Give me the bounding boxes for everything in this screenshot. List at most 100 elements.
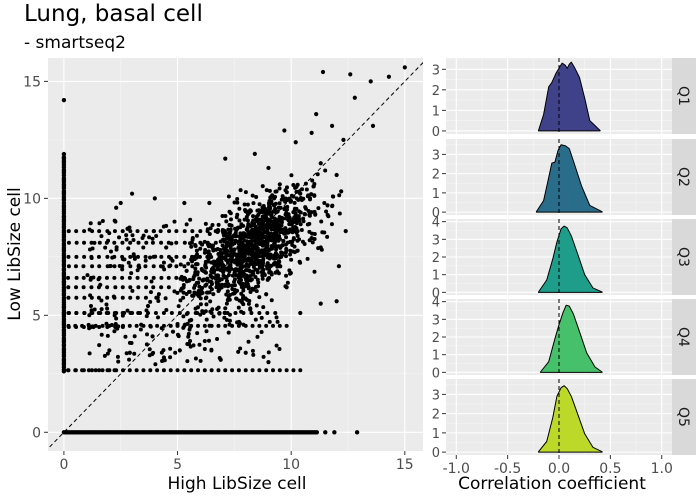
scatter-point — [99, 234, 104, 239]
scatter-x-tick-label: 5 — [173, 457, 182, 473]
scatter-point — [289, 257, 294, 262]
scatter-point-band — [190, 264, 195, 269]
scatter-point — [85, 273, 90, 278]
scatter-point — [289, 193, 294, 198]
scatter-point-band — [198, 229, 203, 234]
scatter-point — [239, 266, 244, 271]
scatter-point-band — [107, 368, 112, 373]
scatter-point — [215, 275, 220, 280]
scatter-point — [305, 256, 310, 261]
scatter-point — [336, 264, 342, 269]
scatter-point — [274, 210, 279, 215]
facet-strip-label: Q2 — [675, 167, 691, 187]
scatter-point — [283, 226, 288, 231]
scatter-point — [269, 227, 274, 232]
scatter-point — [229, 283, 234, 288]
scatter-point — [325, 234, 330, 239]
scatter-point — [258, 250, 263, 255]
scatter-point — [257, 202, 262, 207]
scatter-point — [272, 203, 277, 208]
scatter-point-band — [271, 368, 275, 373]
scatter-point — [310, 240, 315, 245]
scatter-point — [211, 314, 216, 319]
scatter-point — [200, 309, 205, 314]
scatter-point — [241, 322, 246, 327]
scatter-point — [229, 259, 234, 264]
scatter-point — [235, 212, 240, 217]
scatter-point — [259, 329, 264, 334]
scatter-point — [215, 285, 220, 290]
scatter-point — [92, 307, 97, 312]
scatter-point — [282, 197, 287, 202]
scatter-point — [207, 252, 212, 257]
scatter-point-band — [114, 368, 119, 373]
scatter-point-band — [167, 229, 172, 234]
scatter-point — [192, 285, 197, 290]
scatter-point — [268, 231, 273, 236]
scatter-point — [108, 249, 113, 254]
scatter-point — [176, 334, 181, 339]
scatter-point — [284, 273, 289, 278]
scatter-point — [195, 310, 200, 315]
scatter-point-band — [159, 275, 164, 280]
scatter-point — [209, 348, 214, 353]
scatter-point-band — [89, 368, 94, 373]
scatter-point-band — [196, 323, 200, 328]
scatter-point — [200, 285, 205, 290]
scatter-point — [253, 238, 258, 243]
scatter-point — [277, 236, 282, 241]
ridge-y-tick-label: 3 — [432, 233, 440, 248]
scatter-point-band — [182, 254, 187, 259]
scatter-point — [243, 190, 248, 195]
scatter-point — [113, 219, 118, 224]
scatter-point — [219, 277, 224, 282]
scatter-point — [129, 271, 134, 276]
scatter-point — [298, 310, 303, 316]
scatter-point — [105, 333, 110, 338]
scatter-point — [237, 319, 242, 324]
scatter-point — [237, 245, 242, 250]
scatter-point — [148, 324, 153, 329]
scatter-point — [311, 184, 316, 189]
scatter-point — [269, 236, 274, 241]
scatter-point — [294, 196, 299, 201]
scatter-point — [123, 334, 128, 339]
ridge-x-tick-label: -0.5 — [494, 461, 521, 477]
scatter-point-band — [127, 368, 132, 373]
scatter-point — [235, 200, 240, 205]
scatter-point — [88, 221, 93, 226]
scatter-point — [285, 280, 290, 285]
scatter-point — [283, 250, 288, 255]
scatter-point — [219, 285, 224, 290]
scatter-point — [249, 277, 254, 282]
scatter-point — [297, 259, 302, 264]
scatter-point — [190, 237, 195, 242]
scatter-point — [273, 260, 278, 265]
scatter-point — [235, 267, 240, 272]
scatter-x-tick-label: 0 — [59, 457, 68, 473]
scatter-point — [245, 202, 250, 207]
scatter-point — [238, 240, 243, 245]
scatter-point — [194, 248, 199, 253]
scatter-point — [266, 360, 271, 365]
scatter-point — [235, 262, 240, 267]
scatter-point — [170, 258, 175, 263]
scatter-point — [320, 230, 325, 235]
scatter-point-band — [168, 368, 173, 373]
scatter-point-band — [86, 368, 91, 373]
scatter-point — [148, 299, 153, 304]
scatter-point — [100, 219, 105, 224]
scatter-point — [303, 205, 308, 210]
scatter-point — [291, 236, 296, 241]
scatter-point — [198, 246, 203, 251]
scatter-point-band — [202, 323, 207, 328]
scatter-panel: 0 5 10 15 0 5 10 15 — [23, 58, 423, 473]
scatter-point-band — [135, 275, 140, 280]
scatter-point — [274, 226, 279, 231]
scatter-point-band — [93, 368, 98, 373]
scatter-point — [195, 331, 200, 336]
scatter-point — [243, 350, 248, 355]
scatter-point — [214, 247, 219, 252]
ridge-x-tick-label: 1.0 — [651, 461, 673, 477]
